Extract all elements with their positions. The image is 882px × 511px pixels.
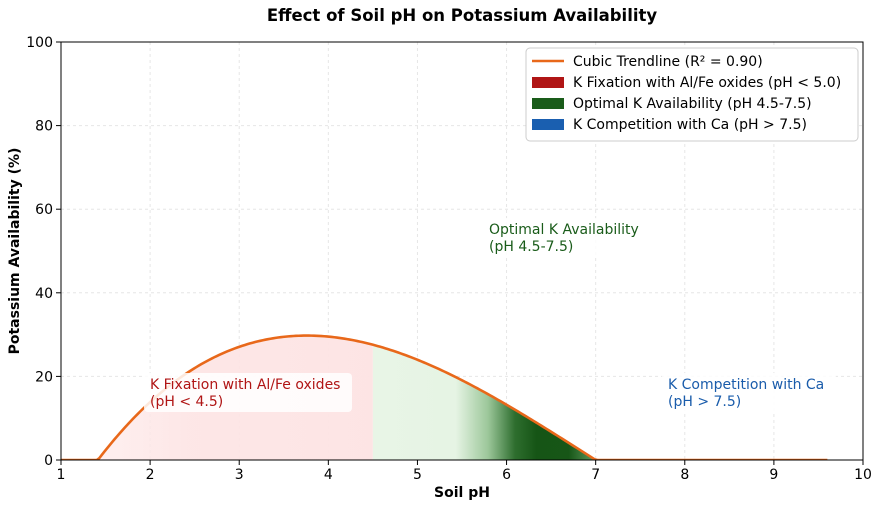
legend: Cubic Trendline (R² = 0.90) K Fixation w… xyxy=(525,47,859,142)
legend-fixation-swatch xyxy=(532,77,564,88)
x-tick-label: 2 xyxy=(146,467,155,483)
plot-frame xyxy=(60,41,864,461)
chart-title: Effect of Soil pH on Potassium Availabil… xyxy=(267,6,658,25)
legend-competition-label: K Competition with Ca (pH > 7.5) xyxy=(573,117,807,133)
x-tick-label: 9 xyxy=(769,467,778,483)
y-tick-label: 100 xyxy=(26,35,53,51)
annotation-fixation-line1: K Fixation with Al/Fe oxides xyxy=(150,377,340,393)
region-area-1 xyxy=(372,344,641,460)
x-tick-label: 4 xyxy=(324,467,333,483)
x-tick-label: 5 xyxy=(413,467,422,483)
x-axis-label: Soil pH xyxy=(434,485,490,501)
y-tick-label: 80 xyxy=(35,119,53,135)
legend-trendline-label: Cubic Trendline (R² = 0.90) xyxy=(573,54,763,70)
annotation-optimal-line2: (pH 4.5-7.5) xyxy=(489,239,573,255)
legend-fixation-label: K Fixation with Al/Fe oxides (pH < 5.0) xyxy=(573,75,841,91)
annotation-fixation-line2: (pH < 4.5) xyxy=(150,394,223,410)
x-tick-label: 7 xyxy=(591,467,600,483)
legend-optimal-swatch xyxy=(532,98,564,109)
y-tick-label: 0 xyxy=(44,453,53,469)
annotation-fixation: K Fixation with Al/Fe oxides (pH < 4.5) xyxy=(144,373,352,412)
annotation-optimal: Optimal K Availability (pH 4.5-7.5) xyxy=(484,218,650,257)
y-axis-label: Potassium Availability (%) xyxy=(7,148,23,355)
y-tick-label: 40 xyxy=(35,286,53,302)
legend-competition-swatch xyxy=(532,119,564,130)
annotation-optimal-line1: Optimal K Availability xyxy=(489,222,639,238)
x-tick-label: 1 xyxy=(57,467,66,483)
x-tick-label: 8 xyxy=(680,467,689,483)
annotation-competition-line2: (pH > 7.5) xyxy=(668,394,741,410)
y-tick-label: 20 xyxy=(35,369,53,385)
legend-optimal-label: Optimal K Availability (pH 4.5-7.5) xyxy=(573,96,812,112)
x-tick-label: 6 xyxy=(502,467,511,483)
annotation-competition: K Competition with Ca (pH > 7.5) xyxy=(662,373,836,412)
y-tick-label: 60 xyxy=(35,202,53,218)
trendline xyxy=(61,334,828,460)
annotation-competition-line1: K Competition with Ca xyxy=(668,377,824,393)
x-tick-label: 10 xyxy=(854,467,872,483)
x-tick-label: 3 xyxy=(235,467,244,483)
